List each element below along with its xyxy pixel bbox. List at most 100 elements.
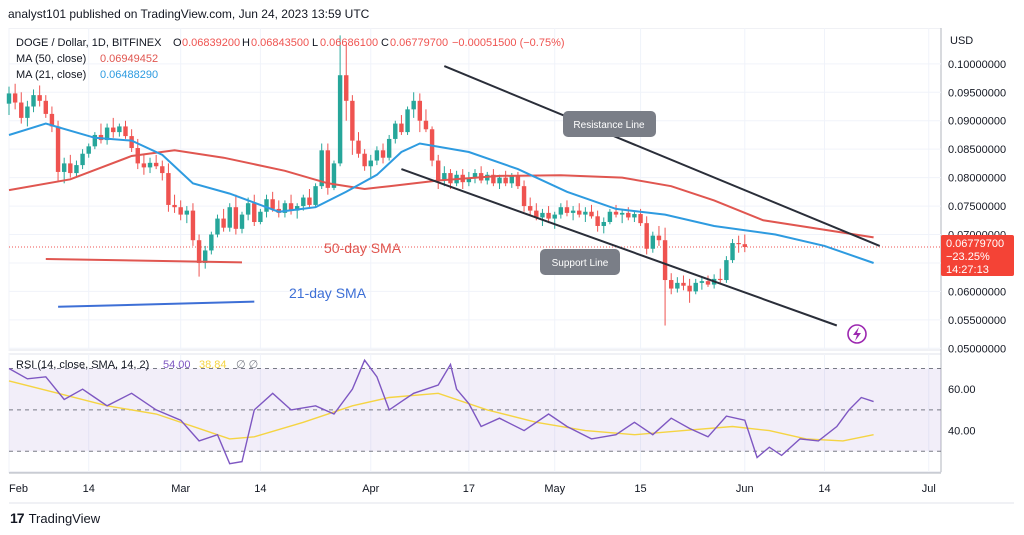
symbol-legend: DOGE / Dollar, 1D, BITFINEX O 0.06839200…	[16, 37, 565, 81]
resistance-callout-text: Resistance Line	[573, 120, 645, 131]
candle-body	[325, 150, 331, 188]
candle-body	[25, 106, 30, 118]
candle-body	[564, 207, 570, 213]
candle-body	[178, 207, 183, 215]
support-callout-text: Support Line	[552, 258, 609, 269]
price-tick-label: 0.05500000	[948, 315, 1006, 327]
candle-body	[288, 203, 294, 211]
candle-body	[160, 166, 165, 174]
rsi-legend-extra: ∅ ∅	[236, 359, 258, 371]
candle-body	[699, 281, 705, 283]
bar-countdown: 14:27:13	[946, 264, 989, 276]
candle-body	[577, 210, 582, 215]
candle-body	[344, 75, 349, 101]
support-callout[interactable]: Support Line	[540, 249, 620, 275]
candle-body	[570, 210, 576, 213]
candle-body	[374, 150, 380, 161]
candle-body	[687, 285, 692, 292]
time-tick-label: 15	[634, 483, 646, 495]
candle-body	[74, 165, 79, 174]
candle-body	[245, 203, 251, 215]
candle-body	[675, 282, 680, 289]
candle-body	[61, 163, 67, 172]
time-tick-label: 14	[818, 483, 830, 495]
tradingview-logo-icon: 17	[10, 510, 25, 526]
candle-body	[80, 153, 85, 166]
candle-body	[638, 214, 643, 224]
ma21-legend-value: 0.06488290	[100, 69, 158, 81]
last-price-change: −23.25%	[946, 251, 990, 263]
candle-body	[515, 176, 521, 187]
candle-body	[282, 203, 288, 213]
price-tick-label: 0.10000000	[948, 59, 1006, 71]
candle-body	[405, 109, 410, 133]
candle-body	[221, 218, 226, 228]
candle-body	[313, 186, 318, 205]
sma50-marker-line[interactable]	[45, 258, 243, 264]
candle-body	[607, 211, 613, 222]
candle-body	[337, 75, 343, 164]
lightning-icon[interactable]	[847, 324, 867, 344]
candle-body	[141, 163, 147, 168]
candle-body	[411, 100, 416, 110]
ohlc-o-value: 0.06839200	[182, 37, 240, 49]
candle-body	[368, 160, 373, 167]
price-tick-label: 0.08000000	[948, 173, 1006, 185]
candle-body	[436, 160, 441, 181]
resistance-callout[interactable]: Resistance Line	[563, 111, 656, 137]
candle-body	[264, 199, 269, 212]
candle-body	[37, 95, 42, 101]
candle-body	[68, 163, 73, 174]
candle-body	[423, 120, 429, 130]
candle-body	[184, 210, 190, 215]
candle-body	[104, 127, 110, 141]
price-chart[interactable]: USD 0.050000000.055000000.060000000.0650…	[0, 28, 1024, 504]
candle-body	[227, 207, 232, 228]
sma50-annotation[interactable]: 50-day SMA	[324, 240, 402, 256]
price-tick-label: 0.05000000	[948, 343, 1006, 355]
axis-layer: 0.050000000.055000000.060000000.06500000…	[9, 59, 1006, 495]
candle-body	[466, 177, 472, 183]
support-trendline[interactable]	[401, 168, 838, 327]
candle-body	[503, 177, 508, 184]
resistance-callout-box	[563, 111, 656, 137]
candle-body	[669, 280, 674, 289]
rsi-sma-legend-value: 38.84	[199, 359, 227, 371]
candle-body	[270, 199, 275, 209]
rsi-layer	[8, 358, 874, 465]
candle-body	[662, 240, 668, 281]
candle-body	[448, 173, 453, 184]
candle-body	[730, 243, 735, 261]
candle-body	[521, 186, 527, 207]
resistance-trendline[interactable]	[443, 65, 881, 247]
time-tick-label: Mar	[171, 483, 190, 495]
candle-body	[527, 206, 533, 211]
candle-body	[546, 212, 551, 219]
rsi-tick-label: 60.00	[948, 384, 976, 396]
grid-layer	[8, 28, 941, 472]
ohlc-l-label: L	[312, 37, 318, 49]
candle-body	[736, 243, 741, 245]
candle-body	[215, 218, 220, 235]
lightning-icon-bolt	[853, 327, 861, 341]
ohlc-l-value: 0.06686100	[320, 37, 378, 49]
sma21-marker-line[interactable]	[58, 300, 255, 308]
candle-body	[331, 163, 337, 188]
price-tick-label: 0.09000000	[948, 116, 1006, 128]
candle-body	[399, 123, 404, 133]
candle-body	[166, 173, 171, 205]
candle-body	[43, 100, 48, 114]
candle-body	[644, 223, 649, 249]
candle-body	[619, 212, 625, 215]
candle-body	[307, 197, 312, 205]
ma50-line	[8, 149, 874, 239]
candle-body	[632, 214, 637, 218]
tradingview-brand[interactable]: 17 TradingView	[10, 510, 100, 526]
candle-body	[534, 210, 539, 218]
rsi-sma-line	[8, 380, 874, 442]
candle-body	[117, 126, 122, 133]
candle-body	[386, 138, 392, 158]
sma21-annotation[interactable]: 21-day SMA	[289, 285, 367, 301]
candle-body	[252, 203, 257, 222]
candle-body	[558, 207, 564, 215]
